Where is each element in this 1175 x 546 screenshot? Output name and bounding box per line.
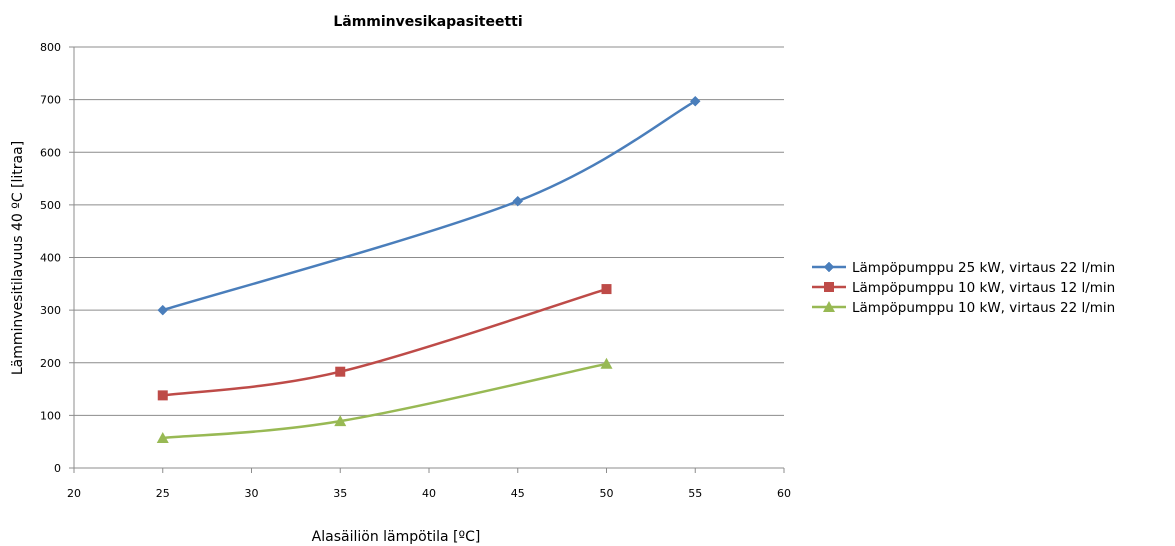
gridlines [74,46,784,416]
data-point [157,390,168,401]
series-2 [157,284,612,401]
y-tick-label: 200 [40,357,61,370]
legend-marker [823,261,835,273]
y-tick-label: 700 [40,94,61,107]
data-point [335,366,346,377]
y-tick-label: 500 [40,199,61,212]
legend-label: Lämpöpumppu 10 kW, virtaus 12 l/min [852,280,1115,296]
y-axis-label: Lämminvesitilavuus 40 ºC [litraa] [10,141,26,375]
axes [69,46,785,473]
legend-marker [823,301,835,312]
series-line [162,287,607,397]
x-tick-label: 50 [600,487,614,500]
x-tick-label: 25 [156,487,170,500]
series-1 [157,95,701,316]
x-tick-label: 35 [333,487,347,500]
x-tick-label: 20 [67,487,81,500]
series-line [162,362,607,440]
x-tick-label: 40 [422,487,436,500]
y-tick-label: 400 [40,252,61,265]
legend: Lämpöpumppu 25 kW, virtaus 22 l/min Lämpö… [812,260,1115,316]
data-point [157,304,169,316]
x-tick-labels: 20 25 30 35 40 45 50 55 60 [67,487,791,500]
legend-entry: Lämpöpumppu 10 kW, virtaus 12 l/min [812,280,1115,296]
y-tick-label: 100 [40,409,61,422]
legend-entry: Lämpöpumppu 10 kW, virtaus 22 l/min [812,300,1115,316]
data-point [689,95,701,107]
y-tick-label: 800 [40,41,61,54]
chart-title: Lämminvesikapasiteetti [333,14,522,30]
data-point [156,432,169,444]
legend-label: Lämpöpumppu 25 kW, virtaus 22 l/min [852,260,1115,276]
data-point [601,284,612,295]
series-3 [156,357,613,444]
y-tick-label: 300 [40,304,61,317]
legend-marker [824,282,834,292]
series-line [162,100,696,312]
data-point [334,415,347,427]
x-tick-label: 45 [511,487,525,500]
y-tick-label: 0 [54,462,61,475]
y-tick-label: 600 [40,146,61,159]
data-point [600,357,613,369]
x-tick-label: 55 [688,487,702,500]
series-layer [156,95,701,444]
legend-entry: Lämpöpumppu 25 kW, virtaus 22 l/min [812,260,1115,276]
x-axis-label: Alasäiliön lämpötila [ºC] [312,529,481,545]
legend-label: Lämpöpumppu 10 kW, virtaus 22 l/min [852,300,1115,316]
x-tick-label: 60 [777,487,791,500]
x-tick-label: 30 [245,487,259,500]
y-tick-labels: 0 100 200 300 400 500 600 700 800 [40,41,61,475]
data-point [512,195,524,207]
